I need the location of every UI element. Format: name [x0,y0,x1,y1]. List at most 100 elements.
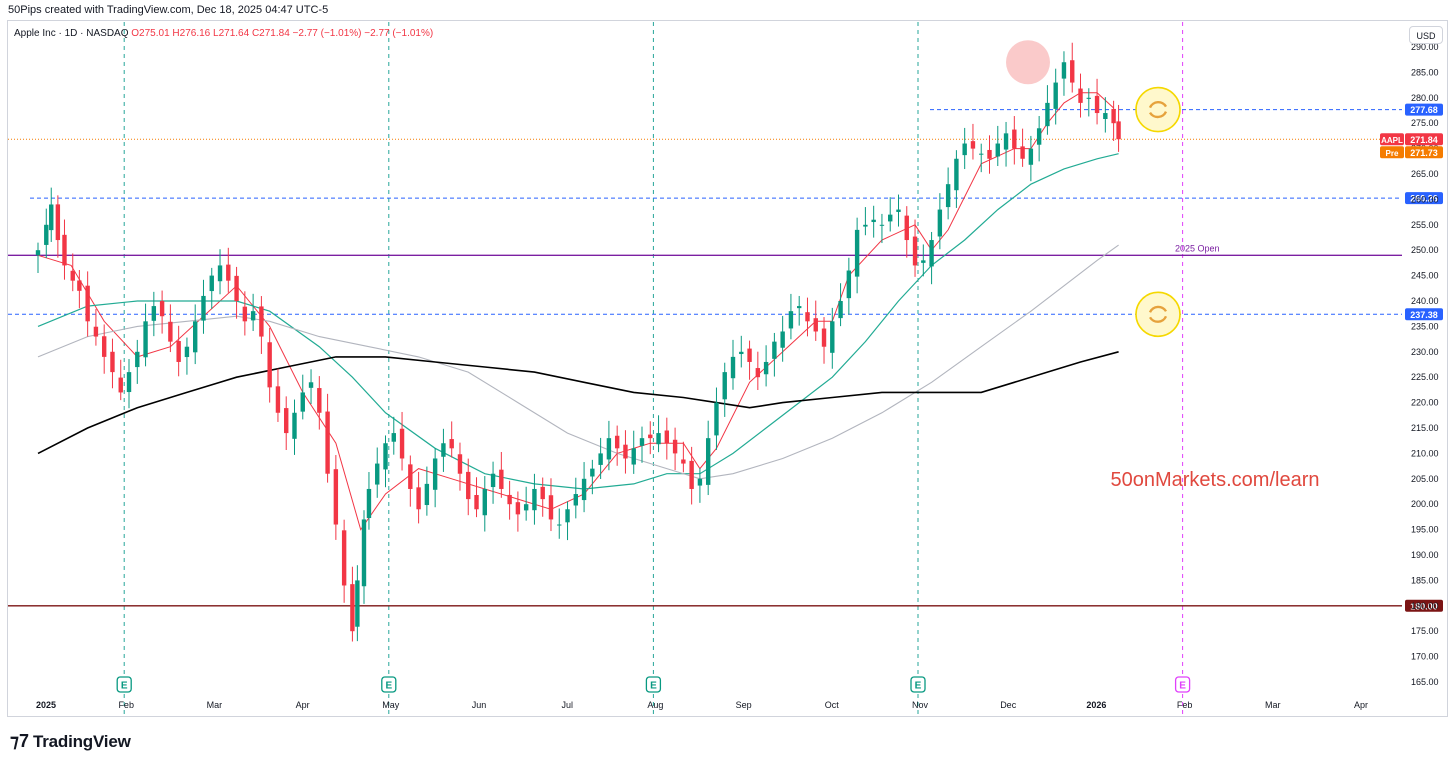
candle-body [929,240,934,267]
candle-body [250,311,256,321]
candle-body [565,509,570,523]
candle-body [681,459,686,464]
price-axis-tag-label: 180.00 [1410,601,1438,611]
candle-body [838,301,843,319]
currency-button[interactable]: USD [1409,26,1443,44]
candle-body [35,250,41,256]
x-tick-label: Feb [1177,700,1193,710]
candle-body [366,488,372,519]
price-axis-tag-label: 277.68 [1410,105,1438,115]
earnings-e-icon[interactable]: E [116,676,132,693]
y-tick-label: 185.00 [1411,575,1439,585]
legend-open: O275.01 [131,28,170,39]
candle-body [854,229,860,277]
candle-body [350,584,355,632]
price-tag-symbol-label: AAPL [1381,136,1403,145]
candle-body [1061,62,1067,79]
y-tick-label: 175.00 [1411,626,1439,636]
candle-body [399,428,405,459]
candle-body [432,458,438,490]
candle-body [151,306,157,321]
refresh-circle-icon[interactable] [1135,86,1181,133]
price-tag-value [1405,133,1443,146]
candle-body [267,342,272,388]
candle-body [714,402,719,436]
x-tick-label: Jul [561,700,573,710]
candle-body [664,430,670,444]
legend-close: C271.84 [251,28,290,39]
candle-body [449,439,454,449]
candle-body [962,143,967,156]
candle-body [193,321,198,353]
candle-body [391,433,396,442]
legend-high: H276.16 [172,28,211,39]
refresh-circle-icon[interactable] [1135,291,1181,338]
candle-body [1012,129,1017,149]
attribution-text: 50Pips created with TradingView.com, Dec… [8,4,329,16]
candle-body [523,504,529,511]
candle-body [226,264,231,281]
earnings-e-icon[interactable]: E [910,676,926,693]
x-tick-label: Mar [1265,700,1281,710]
x-tick-label: Dec [1000,700,1017,710]
candle-body [557,524,562,526]
candle-body [1111,108,1116,124]
candle-body [995,143,1000,157]
candle-body [1053,82,1058,109]
svg-text:E: E [915,681,922,692]
price-axis-tag [1405,192,1443,205]
refresh-arrows-icon [1148,100,1168,119]
candle-body [375,463,380,485]
candle-body [598,453,603,465]
earnings-e-icon[interactable]: E [381,676,397,693]
moving-average-line [37,244,1119,480]
earnings-e-icon[interactable]: E [1174,676,1191,693]
moving-average-line [37,153,1119,490]
candle-body [515,502,521,515]
candle-body [970,141,976,149]
earnings-e-icon[interactable]: E [645,676,662,693]
candle-body [540,486,545,500]
y-tick-label: 255.00 [1411,220,1439,230]
candle-body [135,351,140,368]
x-tick-label: Aug [647,700,663,710]
candle-body [780,331,785,348]
candle-body [317,388,322,413]
y-tick-label: 275.00 [1411,118,1439,128]
y-tick-label: 225.00 [1411,372,1439,382]
x-tick-label: Jun [472,700,487,710]
candle-body [747,348,752,362]
candle-body [532,488,537,511]
candle-body [507,494,512,505]
candle-body [93,326,99,337]
candle-body [168,321,173,342]
candle-body [705,438,711,485]
y-tick-label: 290.00 [1411,42,1439,52]
candle-body [234,275,239,301]
y-tick-label: 245.00 [1411,271,1439,281]
price-axis-tag [1405,599,1443,612]
candle-body [672,439,678,454]
price-axis-tag [1405,103,1443,116]
peak-highlight-circle [1006,40,1050,85]
candle-body [44,224,49,245]
candle-body [590,468,595,477]
candle-body [176,341,181,362]
candle-body [987,149,992,159]
candle-body [441,443,446,457]
svg-text:E: E [1179,681,1186,692]
price-tag-symbol [1380,133,1404,146]
watermark-text: 50onMarkets.com/learn [1111,469,1320,491]
y-tick-label: 215.00 [1411,423,1439,433]
candle-body [730,356,736,379]
legend-symbol: Apple Inc · 1D · NASDAQ [14,28,129,39]
candle-body [1094,95,1100,114]
candle-body [457,454,463,474]
price-axis-tag-label: 237.38 [1410,310,1438,320]
candle-body [656,433,661,445]
y-tick-label: 260.00 [1411,194,1439,204]
candle-body [383,443,388,470]
candle-body [739,351,744,355]
y-tick-label: 265.00 [1411,169,1439,179]
